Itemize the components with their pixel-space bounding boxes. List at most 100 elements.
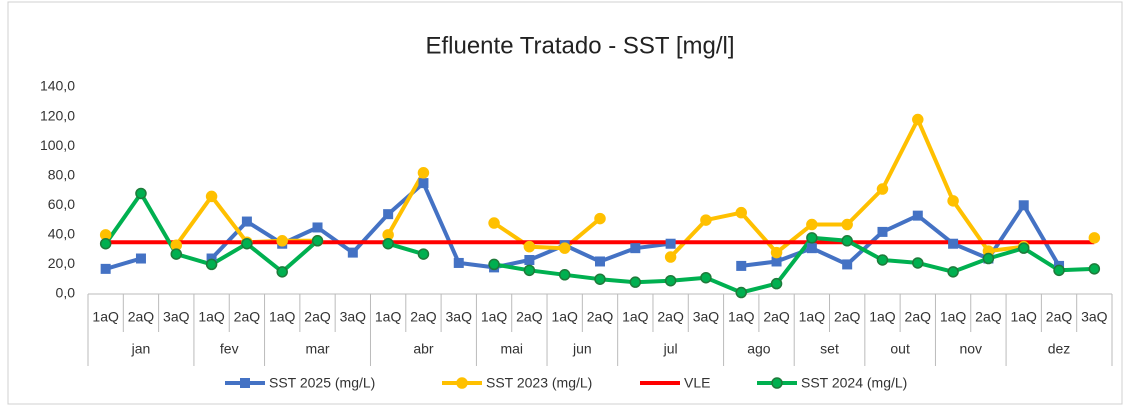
x-group-label: jun	[572, 341, 592, 357]
x-tick-label: 2aQ	[516, 309, 543, 325]
legend-label: SST 2025 (mg/L)	[269, 375, 375, 391]
point	[99, 237, 112, 250]
point	[629, 276, 642, 288]
point	[664, 274, 677, 287]
point	[312, 222, 323, 233]
x-tick-label: 1aQ	[481, 309, 508, 325]
point	[595, 256, 605, 267]
point	[276, 266, 288, 278]
point	[912, 113, 924, 126]
point	[170, 248, 183, 260]
point	[842, 259, 853, 270]
x-tick-label: 2aQ	[234, 309, 261, 325]
x-tick-label: 1aQ	[269, 309, 296, 325]
point	[700, 271, 712, 284]
point	[382, 237, 394, 250]
legend-marker	[240, 378, 250, 388]
point	[488, 258, 500, 271]
x-group-label: fev	[220, 341, 239, 357]
x-tick-label: 2aQ	[128, 309, 155, 325]
x-group-label: out	[890, 341, 910, 357]
point	[735, 206, 747, 219]
x-group-label: jan	[131, 341, 151, 357]
x-group-label: nov	[959, 341, 982, 357]
x-tick-label: 1aQ	[728, 309, 755, 325]
point	[524, 254, 535, 265]
y-tick-label: 80,0	[48, 166, 75, 182]
x-group-label: jul	[663, 341, 678, 357]
legend-marker	[771, 377, 783, 389]
point	[523, 240, 536, 253]
point	[912, 257, 924, 269]
point	[311, 235, 324, 247]
x-tick-label: 2aQ	[657, 309, 684, 325]
legend-label: SST 2023 (mg/L)	[486, 375, 592, 391]
x-tick-label: 1aQ	[375, 309, 402, 325]
chart-title: Efluente Tratado - SST [mg/l]	[425, 32, 734, 59]
x-tick-label: 2aQ	[834, 309, 861, 325]
point	[770, 246, 783, 259]
point	[523, 264, 536, 277]
y-tick-label: 120,0	[40, 107, 75, 123]
point	[558, 242, 571, 254]
point	[982, 252, 995, 265]
x-tick-label: 2aQ	[905, 309, 932, 325]
x-tick-label: 1aQ	[940, 309, 967, 325]
x-group-label: mai	[500, 341, 523, 357]
point	[488, 217, 500, 229]
x-tick-label: 1aQ	[198, 309, 225, 325]
x-tick-label: 2aQ	[304, 309, 331, 325]
x-group-label: set	[820, 341, 839, 357]
x-tick-label: 1aQ	[869, 309, 896, 325]
y-tick-label: 20,0	[48, 255, 75, 271]
point	[664, 251, 677, 263]
x-tick-label: 2aQ	[763, 309, 790, 325]
x-tick-label: 3aQ	[446, 309, 473, 325]
point	[806, 218, 818, 231]
x-tick-label: 1aQ	[622, 309, 649, 325]
x-tick-label: 1aQ	[1010, 309, 1037, 325]
point	[947, 266, 959, 278]
point	[912, 210, 923, 221]
point	[1017, 242, 1030, 254]
point	[841, 218, 853, 231]
point	[841, 235, 853, 247]
point	[206, 253, 217, 264]
x-tick-label: 2aQ	[587, 309, 614, 325]
point	[1053, 264, 1065, 277]
x-tick-label: 3aQ	[1081, 309, 1108, 325]
x-tick-label: 3aQ	[693, 309, 720, 325]
x-tick-label: 2aQ	[975, 309, 1002, 325]
point	[241, 237, 253, 250]
legend-marker	[456, 377, 468, 389]
x-tick-label: 1aQ	[551, 309, 578, 325]
point	[1018, 200, 1029, 211]
point	[135, 187, 147, 200]
x-group-label: dez	[1048, 341, 1071, 357]
point	[771, 256, 782, 267]
point	[877, 226, 888, 237]
point	[417, 248, 430, 260]
point	[453, 257, 464, 268]
point	[276, 235, 288, 247]
point	[736, 260, 747, 271]
point	[770, 277, 783, 290]
x-tick-label: 3aQ	[340, 309, 367, 325]
point	[241, 216, 252, 227]
point	[135, 253, 146, 264]
x-tick-label: 3aQ	[163, 309, 190, 325]
x-tick-label: 1aQ	[799, 309, 826, 325]
point	[594, 212, 606, 225]
point	[806, 243, 817, 254]
point	[1088, 263, 1101, 275]
point	[100, 263, 111, 274]
y-tick-label: 0,0	[56, 285, 76, 301]
point	[1088, 232, 1101, 244]
point	[630, 243, 641, 254]
point	[594, 273, 606, 285]
point	[347, 247, 358, 258]
y-tick-label: 40,0	[48, 226, 75, 242]
x-tick-label: 2aQ	[410, 309, 437, 325]
y-tick-label: 140,0	[40, 78, 75, 94]
